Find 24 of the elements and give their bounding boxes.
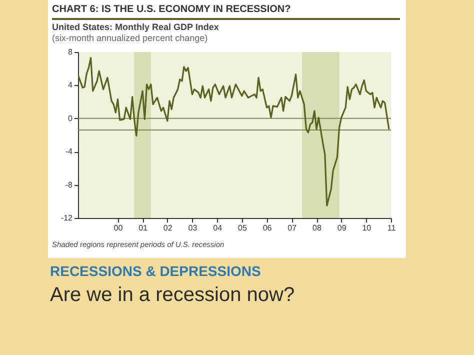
y-tick-label: -12 xyxy=(60,214,74,222)
y-tick-label: -4 xyxy=(65,147,74,156)
x-tick-label: 09 xyxy=(337,224,347,232)
y-tick-label: 4 xyxy=(68,80,74,90)
text: RECESSIONS & DEPRESSIONS xyxy=(50,263,261,279)
y-tick-label: 0 xyxy=(68,114,74,123)
x-tick-label: 02 xyxy=(163,224,173,232)
text: Are we in a recession now? xyxy=(50,284,295,307)
y-tick-label: -8 xyxy=(65,180,74,190)
y-tick-label: 8 xyxy=(68,48,74,56)
x-tick-label: 03 xyxy=(188,224,198,232)
x-tick-label: 10 xyxy=(362,224,372,232)
line-series xyxy=(78,57,390,206)
chart-title: CHART 6: IS THE U.S. ECONOMY IN RECESSION? xyxy=(52,4,400,20)
x-tick-label: 07 xyxy=(288,224,298,232)
x-tick-label: 01 xyxy=(138,224,148,232)
text: (six-month annualized percent change) xyxy=(52,33,208,43)
x-tick-label: 06 xyxy=(262,224,272,232)
chart-subtitle: United States: Monthly Real GDP Index xyxy=(52,22,219,32)
x-tick-label: 04 xyxy=(213,224,223,232)
x-tick-label: 05 xyxy=(238,224,248,232)
x-tick-label: 08 xyxy=(312,224,322,232)
x-tick-label: 11 xyxy=(387,224,396,232)
x-tick-label: 00 xyxy=(114,224,124,232)
